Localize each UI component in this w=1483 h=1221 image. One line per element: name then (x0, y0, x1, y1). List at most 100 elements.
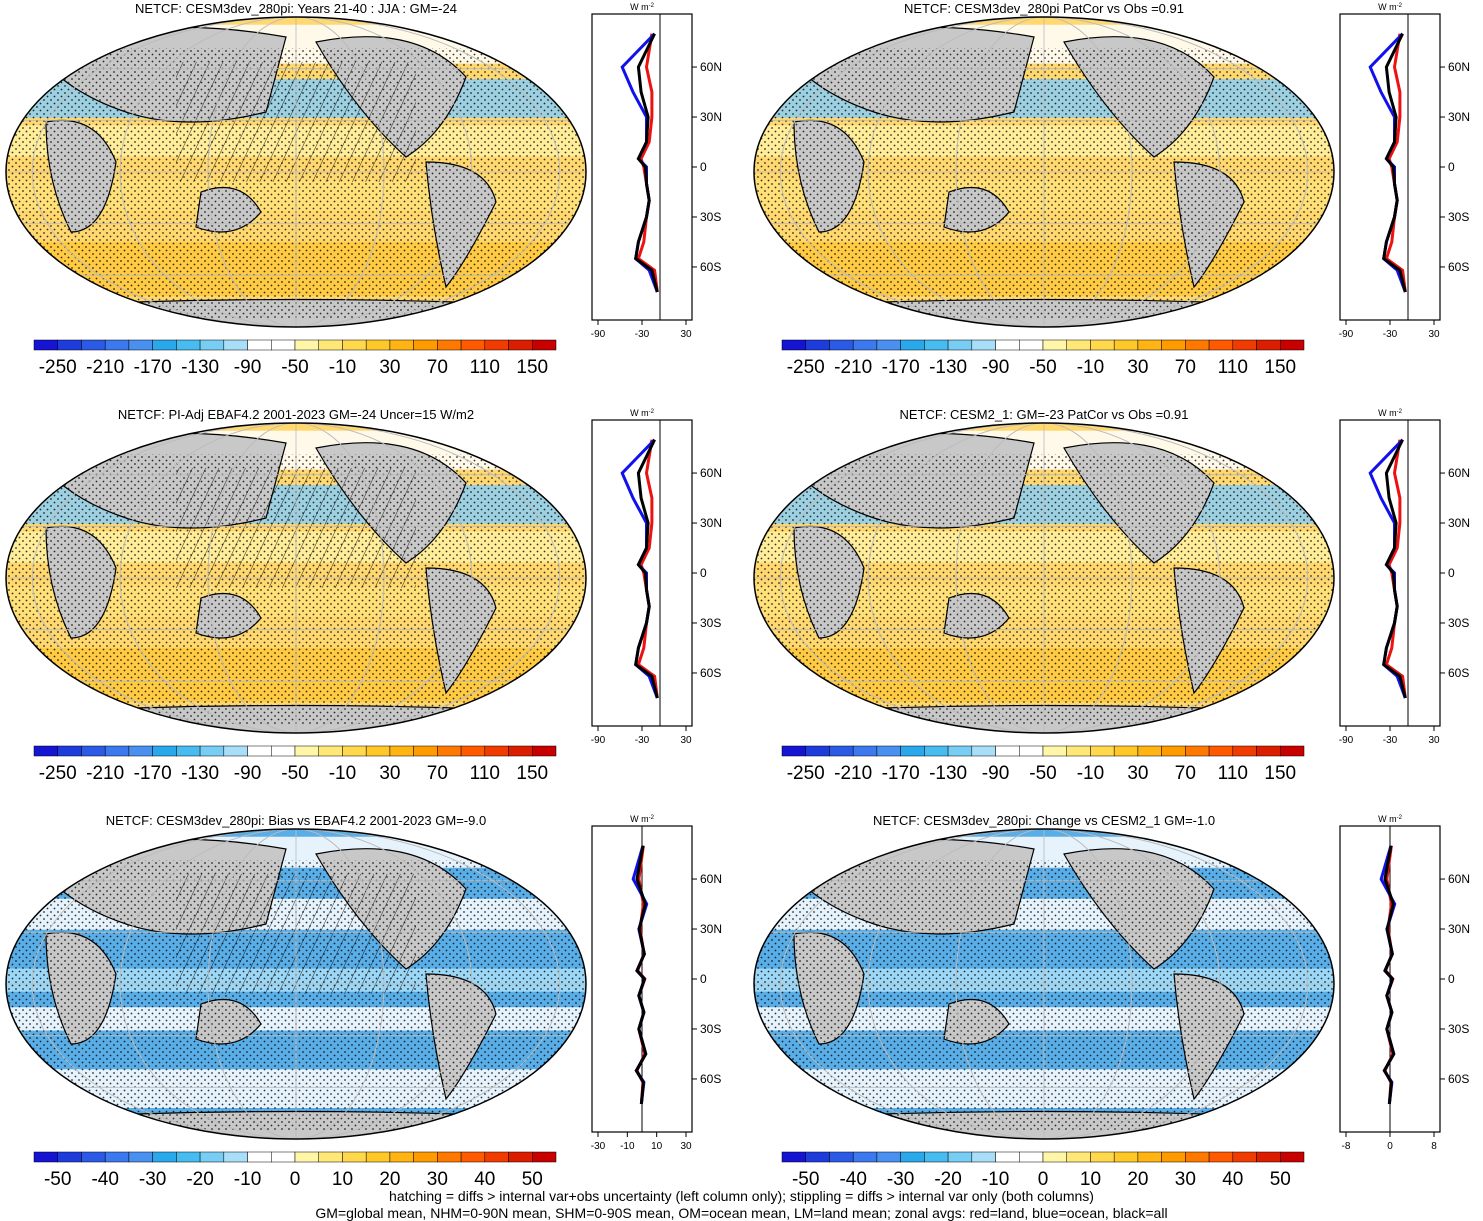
colorbar-swatch (947, 745, 973, 757)
colorbar-swatch (413, 745, 438, 757)
colorbar-swatch (33, 339, 58, 351)
colorbar-swatch (1019, 745, 1044, 757)
zonal-x-tick-label: -90 (591, 329, 606, 340)
colorbar-swatch (1208, 1151, 1234, 1163)
colorbar-tick-label: -90 (234, 357, 261, 378)
zonal-x-tick-label: -90 (1339, 329, 1354, 340)
colorbar-swatch (57, 745, 82, 757)
lat-tick-label: 0 (700, 160, 707, 174)
colorbar-swatch (389, 745, 414, 757)
zonal-x-tick-label: -30 (635, 329, 650, 340)
colorbar-tick-label: 150 (1264, 357, 1296, 378)
colorbar-swatch (104, 1151, 130, 1163)
zonal-unit: W m-2 (1378, 2, 1402, 12)
colorbar-swatch (829, 1151, 854, 1163)
colorbar-swatch (852, 339, 878, 351)
lat-tick-label: 60S (1448, 666, 1469, 680)
colorbar-tick-label: -210 (86, 763, 124, 784)
zonal-x-tick-label: -8 (1342, 1141, 1351, 1152)
zonal-avg-panel: W m-2 60N 30N 0 30S 60S -8 0 8 (1339, 814, 1470, 1152)
lat-tick-label: 30S (1448, 616, 1469, 630)
colorbar-swatch (247, 1151, 272, 1163)
colorbar-swatch (437, 1151, 462, 1163)
colorbar-swatch (460, 339, 486, 351)
zonal-x-tick-label: 30 (1428, 735, 1440, 746)
colorbar-tick-label: 30 (1175, 1169, 1196, 1190)
map-panel-2: NETCF: CESM3dev_280pi PatCor vs Obs =0.9… (753, 1, 1470, 378)
colorbar-tick-label: 70 (1175, 357, 1196, 378)
colorbar-swatch (318, 339, 343, 351)
colorbar-tick-label: -90 (234, 763, 261, 784)
colorbar-swatch (57, 1151, 82, 1163)
lat-tick-label: 30N (700, 922, 722, 936)
colorbar-swatch (1090, 745, 1115, 757)
colorbar-tick-label: -10 (234, 1169, 261, 1190)
colorbar-swatch (1137, 745, 1162, 757)
graticule-meridian (207, 829, 385, 1139)
zonal-x-tick-label: -90 (1339, 735, 1354, 746)
lat-tick-label: 30S (700, 210, 721, 224)
graticule-meridian (779, 17, 1309, 327)
colorbar-tick-label: -210 (86, 357, 124, 378)
colorbar-tick-label: 70 (427, 763, 448, 784)
colorbar-swatch (1090, 339, 1115, 351)
colorbar-swatch (900, 1151, 925, 1163)
colorbar-swatch (532, 745, 557, 757)
colorbar-swatch (1066, 745, 1091, 757)
graticule-meridian (867, 423, 1221, 733)
colorbar-swatch (81, 745, 106, 757)
colorbar-tick-label: 20 (1127, 1169, 1148, 1190)
colorbar-swatch (995, 1151, 1020, 1163)
colorbar: -250 -210 -170 -130 -90 -50 -10 30 70 110 150 (33, 339, 557, 378)
colorbar-swatch (900, 339, 925, 351)
colorbar-swatch (460, 1151, 486, 1163)
colorbar-tick-label: 50 (522, 1169, 543, 1190)
graticule-meridian (207, 17, 385, 327)
colorbar-swatch (223, 339, 248, 351)
lat-tick-label: 0 (700, 566, 707, 580)
graticule-meridian (119, 423, 473, 733)
panel-title: NETCF: PI-Adj EBAF4.2 2001-2023 GM=-24 U… (118, 407, 474, 422)
colorbar-swatch (33, 745, 58, 757)
colorbar-tick-label: 110 (470, 357, 500, 378)
colorbar-tick-label: -130 (181, 357, 219, 378)
colorbar: -50 -40 -30 -20 -10 0 10 20 30 40 50 (781, 1151, 1305, 1190)
colorbar-swatch (1185, 339, 1210, 351)
colorbar-swatch (947, 339, 973, 351)
colorbar-swatch (508, 1151, 533, 1163)
lat-tick-label: 60N (1448, 872, 1470, 886)
colorbar-swatch (971, 339, 996, 351)
map-border (5, 828, 587, 1140)
colorbar-swatch (1113, 745, 1139, 757)
zonal-x-tick-label: -30 (1383, 329, 1398, 340)
map-border (5, 422, 587, 734)
map-border (5, 16, 587, 328)
colorbar-swatch (294, 1151, 319, 1163)
zonal-series-all (634, 439, 659, 699)
colorbar-tick-label: -210 (834, 357, 872, 378)
colorbar-tick-label: 40 (1222, 1169, 1243, 1190)
graticule-meridian (779, 829, 1309, 1139)
colorbar-swatch (1280, 745, 1305, 757)
colorbar-swatch (365, 1151, 391, 1163)
colorbar-swatch (318, 745, 343, 757)
colorbar-swatch (1042, 745, 1067, 757)
colorbar-swatch (995, 745, 1020, 757)
colorbar-swatch (176, 1151, 201, 1163)
colorbar-swatch (876, 1151, 901, 1163)
lat-tick-label: 30N (1448, 516, 1470, 530)
colorbar-swatch (152, 745, 177, 757)
lat-tick-label: 60S (1448, 1072, 1469, 1086)
colorbar-swatch (1042, 1151, 1067, 1163)
panel-title: NETCF: CESM3dev_280pi PatCor vs Obs =0.9… (904, 1, 1184, 16)
footer-line-2: GM=global mean, NHM=0-90N mean, SHM=0-90… (315, 1205, 1168, 1221)
colorbar-swatch (152, 1151, 177, 1163)
graticule-meridian (31, 829, 561, 1139)
map-border (753, 828, 1335, 1140)
colorbar-swatch (805, 339, 830, 351)
colorbar-swatch (1137, 1151, 1162, 1163)
colorbar-swatch (924, 339, 949, 351)
panel-title: NETCF: CESM3dev_280pi: Change vs CESM2_1… (873, 813, 1215, 828)
zonal-unit: W m-2 (1378, 814, 1402, 824)
colorbar-tick-label: 10 (1080, 1169, 1101, 1190)
